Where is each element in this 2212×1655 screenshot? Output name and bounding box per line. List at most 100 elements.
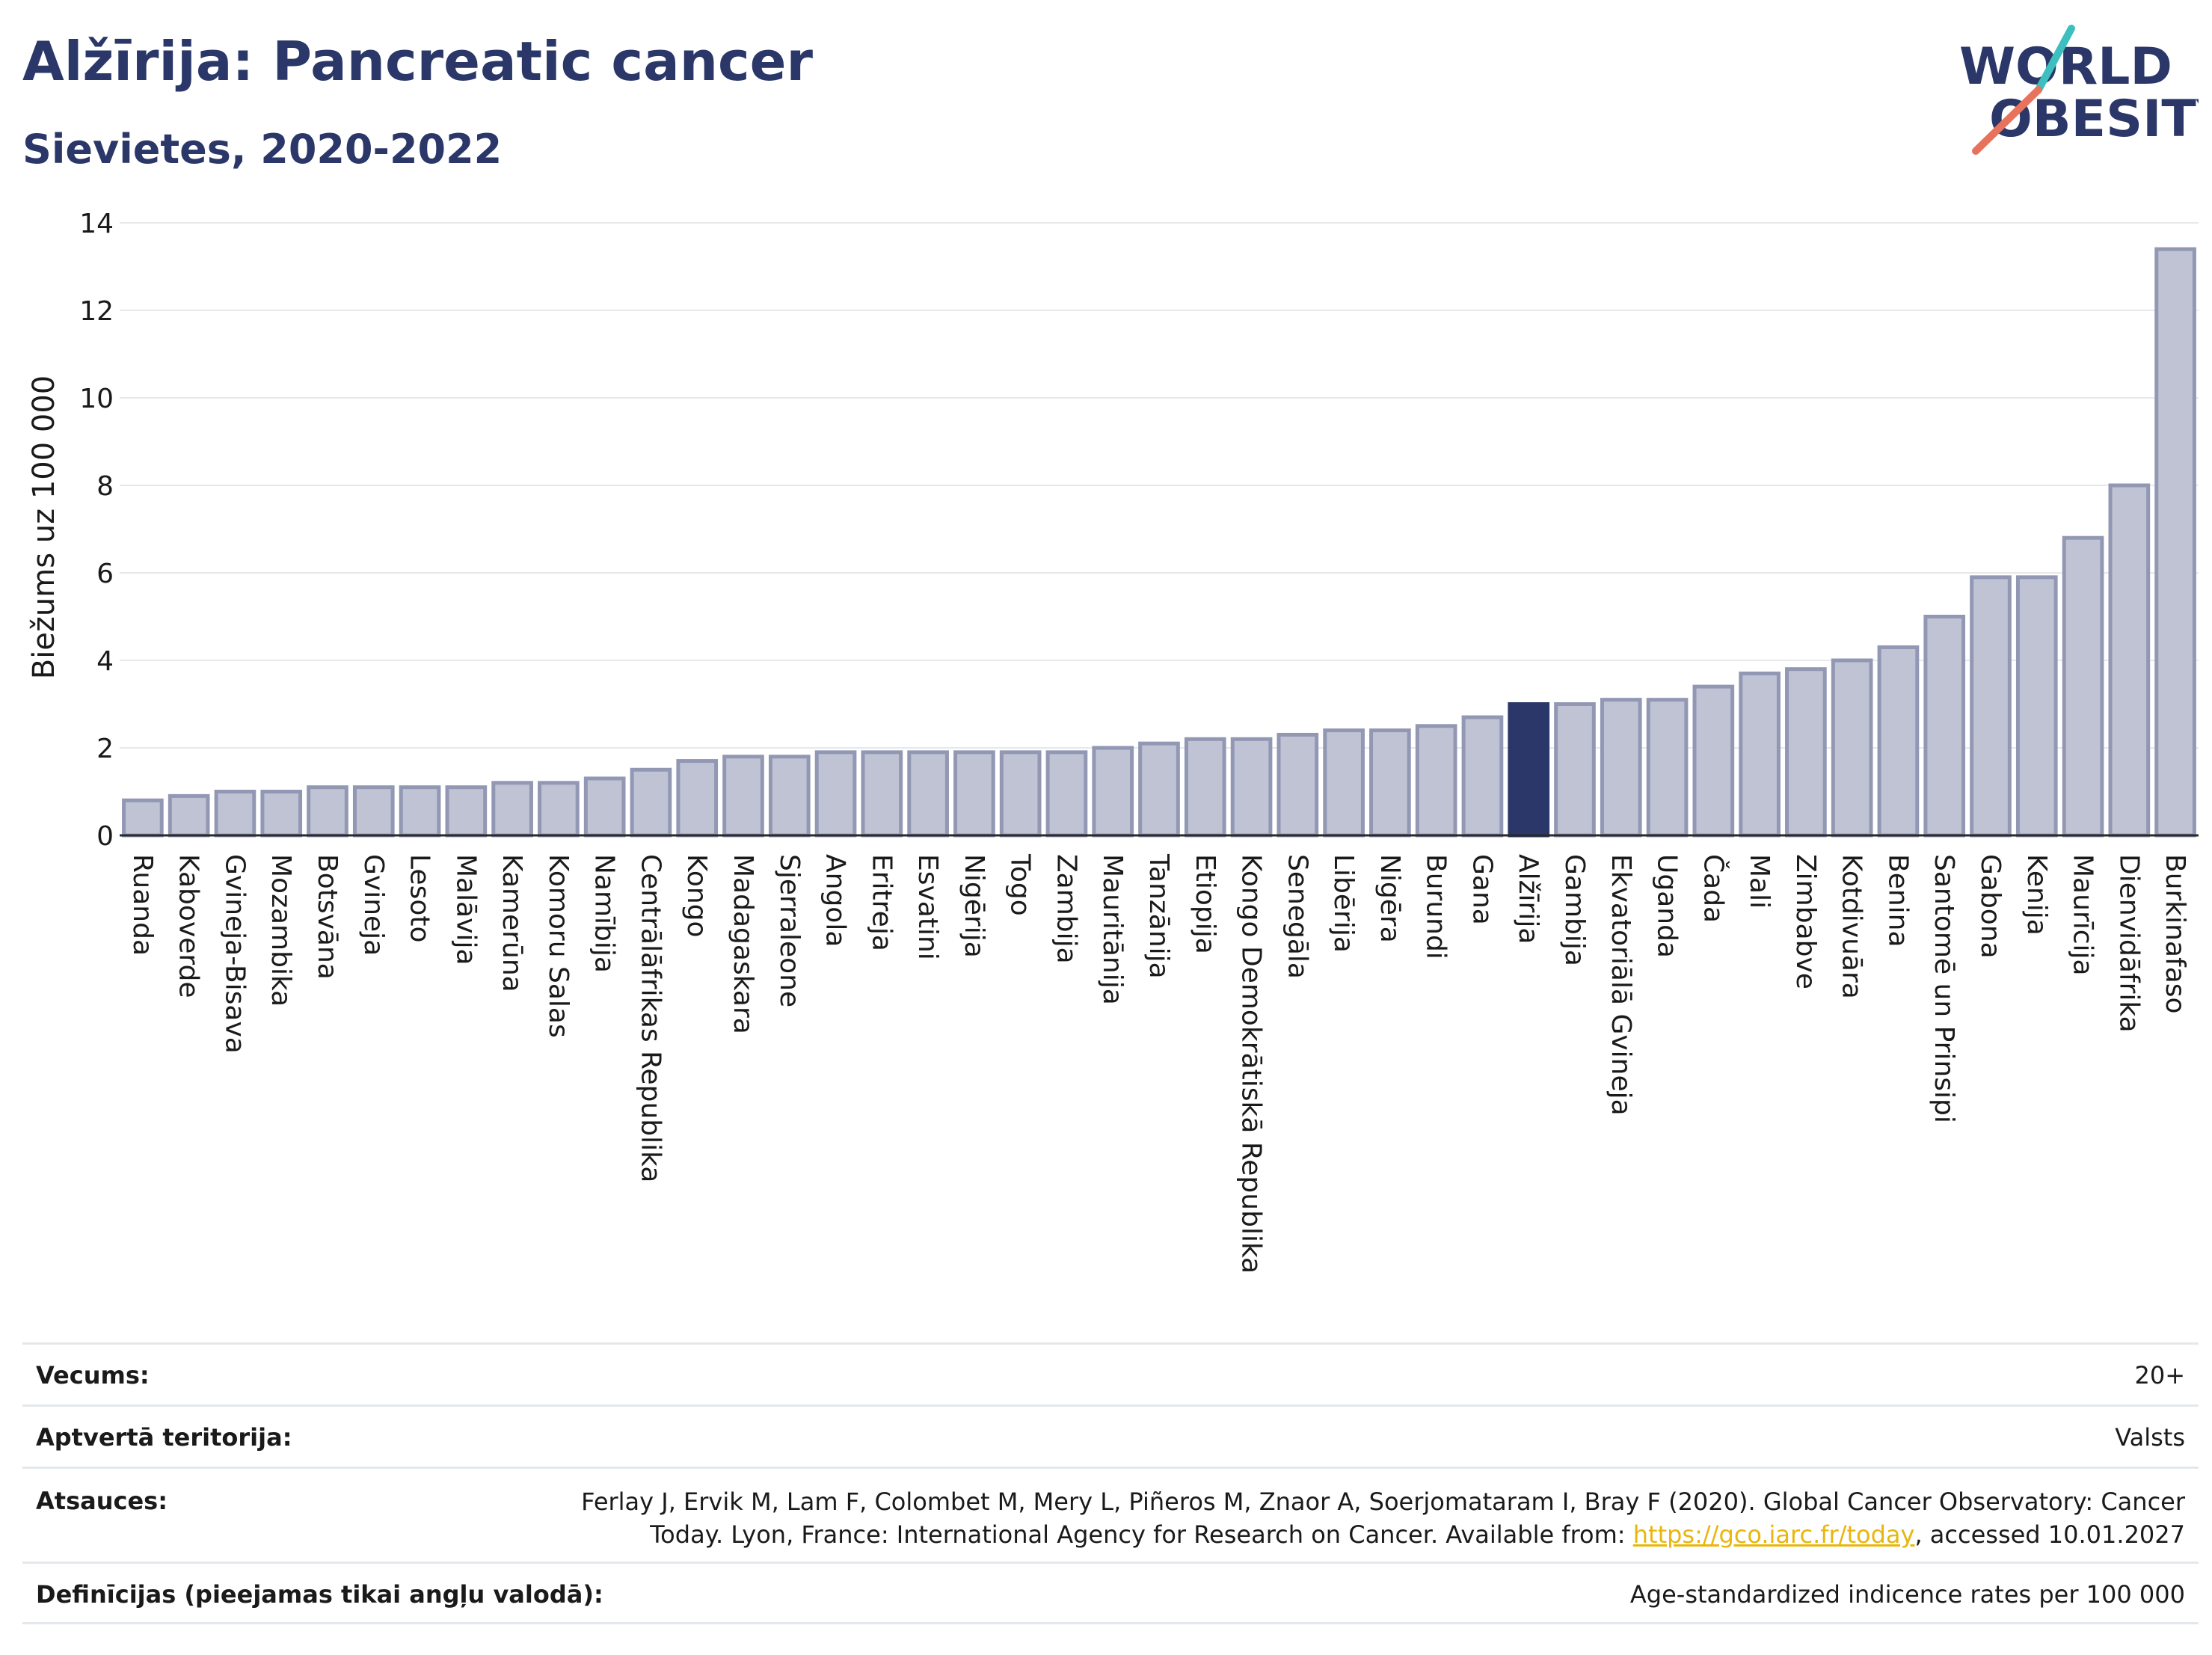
x-tick-label: Madagaskara bbox=[728, 854, 758, 1034]
bar bbox=[1508, 702, 1550, 838]
bar bbox=[630, 767, 672, 838]
x-tick-label: Etiopija bbox=[1190, 854, 1220, 954]
bar bbox=[583, 776, 626, 838]
x-tick-label: Zambija bbox=[1051, 854, 1081, 964]
info-label: Vecums: bbox=[36, 1361, 150, 1390]
y-tick-label: 0 bbox=[96, 821, 114, 852]
bar bbox=[445, 785, 488, 838]
bar bbox=[861, 750, 903, 838]
x-tick-label: Centrālāfrikas Republika bbox=[635, 854, 666, 1182]
x-tick-label: Namībija bbox=[589, 854, 620, 973]
page-subtitle: Sievietes, 2020-2022 bbox=[22, 126, 503, 173]
bar bbox=[1138, 741, 1180, 838]
x-tick-label: Togo bbox=[1005, 853, 1036, 916]
y-tick-label: 2 bbox=[96, 734, 114, 764]
bar bbox=[168, 793, 210, 838]
bar bbox=[1692, 684, 1735, 838]
info-row-age: Vecums: 20+ bbox=[22, 1342, 2199, 1404]
bar bbox=[1045, 750, 1088, 838]
x-tick-label: Gabona bbox=[1975, 854, 2006, 959]
bar bbox=[676, 759, 719, 838]
x-tick-label: Alžīrija bbox=[1513, 854, 1543, 944]
x-tick-label: Komoru Salas bbox=[543, 854, 574, 1038]
svg-text:WORLD: WORLD bbox=[1959, 37, 2172, 96]
info-row-territory: Aptvertā teritorija: Valsts bbox=[22, 1404, 2199, 1467]
y-tick-label: 10 bbox=[79, 384, 114, 414]
bar bbox=[1323, 728, 1365, 838]
bar bbox=[2108, 483, 2151, 838]
x-tick-label: Kenija bbox=[2021, 854, 2052, 936]
x-tick-label: Kamerūna bbox=[497, 854, 527, 992]
x-tick-label: Dienvidāfrika bbox=[2113, 854, 2144, 1033]
bar bbox=[1276, 732, 1319, 838]
reference-text: Ferlay J, Ervik M, Lam F, Colombet M, Me… bbox=[581, 1487, 2185, 1549]
bar bbox=[352, 785, 395, 838]
info-row-definitions: Definīcijas (pieejamas tikai angļu valod… bbox=[22, 1562, 2199, 1624]
info-value: 20+ bbox=[2134, 1361, 2185, 1390]
bar bbox=[1415, 724, 1457, 838]
bar bbox=[214, 790, 256, 838]
reference-link[interactable]: https://gco.iarc.fr/today bbox=[1632, 1520, 1915, 1549]
x-tick-label: Nigērija bbox=[959, 854, 989, 958]
x-tick-label: Ruanda bbox=[127, 854, 158, 956]
x-tick-label: Kongo Demokrātiskā Republika bbox=[1236, 854, 1267, 1274]
bar bbox=[1923, 615, 1966, 838]
bar bbox=[1970, 575, 2012, 838]
bar bbox=[722, 755, 764, 838]
bar bbox=[1092, 746, 1134, 838]
x-tick-label: Burundi bbox=[1421, 854, 1451, 959]
info-value: Valsts bbox=[2115, 1423, 2185, 1452]
bar bbox=[1785, 667, 1827, 838]
info-value: Age-standardized indicence rates per 100… bbox=[1629, 1580, 2185, 1609]
x-tick-label: Eritreja bbox=[866, 854, 897, 951]
x-tick-label: Botsvāna bbox=[312, 854, 342, 980]
y-tick-label: 4 bbox=[96, 646, 114, 677]
x-tick-label: Gvineja-Bisava bbox=[219, 854, 250, 1054]
x-tick-label: Maurīcija bbox=[2068, 854, 2098, 976]
x-tick-label: Ekvatoriālā Gvineja bbox=[1606, 854, 1636, 1116]
y-tick-label: 8 bbox=[96, 471, 114, 502]
bar bbox=[999, 750, 1042, 838]
x-tick-label: Gvineja bbox=[358, 854, 389, 956]
x-tick-label: Čada bbox=[1698, 854, 1729, 923]
bar bbox=[2154, 247, 2196, 838]
bar bbox=[399, 785, 441, 838]
y-axis-label: Biežums uz 100 000 bbox=[27, 375, 61, 680]
bar bbox=[1646, 698, 1689, 838]
x-tick-label: Uganda bbox=[1652, 854, 1683, 958]
x-tick-label: Senegāla bbox=[1282, 854, 1312, 979]
x-tick-label: Kaboverde bbox=[173, 854, 204, 998]
x-tick-label: Sjerraleone bbox=[774, 854, 805, 1007]
bar bbox=[907, 750, 949, 838]
info-label: Atsauces: bbox=[36, 1487, 168, 1515]
bar-chart: 0 2 4 6 8 10 12 14 Ruanda Kaboverde Gvineja-Bisava… bbox=[27, 209, 2199, 1274]
x-tick-label: Malāvija bbox=[450, 854, 481, 965]
bar bbox=[2062, 535, 2104, 838]
bar bbox=[1554, 702, 1596, 838]
bar bbox=[122, 798, 164, 838]
x-tick-label: Burkinafaso bbox=[2160, 854, 2190, 1014]
x-tick-label: Esvatini bbox=[912, 854, 943, 960]
x-tick-label: Libērija bbox=[1328, 854, 1359, 953]
x-tick-label: Benina bbox=[1882, 854, 1913, 948]
info-table: Vecums: 20+ Aptvertā teritorija: Valsts … bbox=[22, 1342, 2199, 1624]
x-tick-label: Kongo bbox=[681, 854, 712, 938]
x-tick-label: Zimbabve bbox=[1790, 854, 1821, 989]
bar bbox=[491, 781, 533, 838]
bar bbox=[307, 785, 348, 838]
x-tick-label: Tanzānija bbox=[1143, 853, 1174, 979]
bar bbox=[1877, 645, 1920, 838]
bar bbox=[814, 750, 857, 838]
reference-accessed: , accessed 10.01.2027 bbox=[1914, 1520, 2185, 1549]
bar bbox=[768, 755, 811, 838]
page-title: Alžīrija: Pancreatic cancer bbox=[22, 30, 813, 93]
bar bbox=[1230, 737, 1273, 838]
x-tick-label: Kotdivuāra bbox=[1837, 854, 1867, 999]
info-value: Ferlay J, Ervik M, Lam F, Colombet M, Me… bbox=[540, 1485, 2185, 1551]
x-tick-label: Mali bbox=[1744, 854, 1775, 909]
x-tick-label: Santomē un Prinsipi bbox=[1929, 854, 1959, 1123]
x-tick-label: Mozambika bbox=[265, 854, 296, 1007]
bar bbox=[1600, 698, 1642, 838]
bar bbox=[1369, 728, 1411, 838]
bar bbox=[953, 750, 995, 838]
